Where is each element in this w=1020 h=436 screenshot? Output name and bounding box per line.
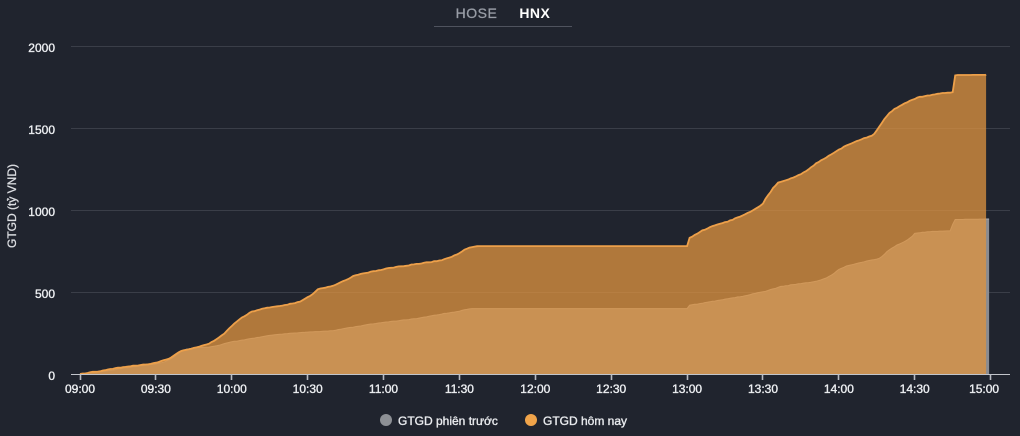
svg-text:10:30: 10:30 xyxy=(293,382,323,396)
svg-text:11:30: 11:30 xyxy=(445,382,474,396)
svg-text:12:00: 12:00 xyxy=(520,382,550,396)
svg-text:1500: 1500 xyxy=(28,123,55,137)
svg-text:0: 0 xyxy=(48,369,55,383)
svg-text:500: 500 xyxy=(35,287,55,301)
svg-text:09:00: 09:00 xyxy=(65,382,95,396)
svg-text:10:00: 10:00 xyxy=(217,382,247,396)
svg-text:14:00: 14:00 xyxy=(824,382,854,396)
svg-text:15:00: 15:00 xyxy=(969,382,999,396)
svg-text:14:30: 14:30 xyxy=(900,382,930,396)
svg-text:12:30: 12:30 xyxy=(596,382,626,396)
svg-text:2000: 2000 xyxy=(28,41,55,55)
svg-text:11:00: 11:00 xyxy=(369,382,398,396)
svg-text:1000: 1000 xyxy=(28,205,55,219)
svg-text:13:00: 13:00 xyxy=(672,382,702,396)
svg-text:GTGD (tỷ VND): GTGD (tỷ VND) xyxy=(5,164,19,248)
svg-text:09:30: 09:30 xyxy=(141,382,171,396)
svg-text:13:30: 13:30 xyxy=(748,382,778,396)
